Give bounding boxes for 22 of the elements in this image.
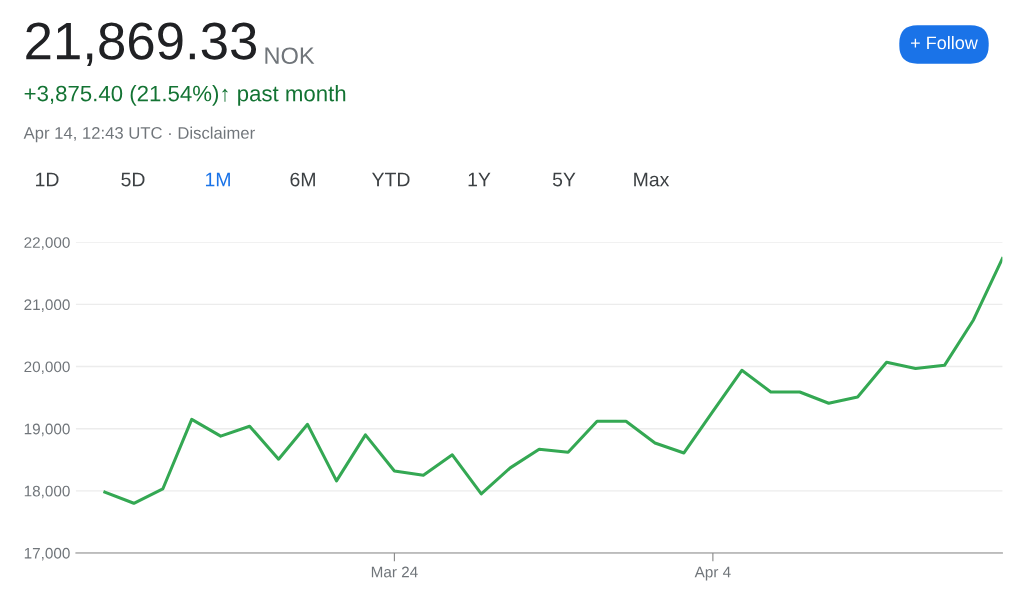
text: +3,875.40 (21.54%)↑ past month (24, 85, 346, 106)
text: Apr 14, 12:43 UTC · Disclaimer (23, 126, 255, 143)
text: 5Y (552, 172, 576, 187)
text: + Follow (911, 35, 978, 50)
y-tick-label: 17,000 (24, 547, 70, 561)
y-tick-label: 18,000 (24, 485, 70, 499)
line-series (103, 256, 1003, 505)
y-tick-label: 22,000 (24, 237, 70, 250)
x-tick-label: Mar 24 (371, 566, 418, 578)
chart-title: 21,869.33 (26, 22, 257, 66)
text: 1Y (468, 172, 491, 187)
y-tick-label: 19,000 (24, 423, 70, 437)
chart-subtitle: NOK (265, 47, 315, 65)
text: 1D (36, 172, 59, 187)
text: 1M (205, 172, 230, 187)
text: 5D (121, 172, 145, 187)
text: 6M (290, 172, 315, 187)
text: Max (634, 172, 670, 187)
text: YTD (371, 172, 410, 187)
y-tick-label: 21,000 (24, 299, 70, 312)
y-tick-label: 20,000 (24, 361, 70, 375)
x-tick-label: Apr 4 (694, 566, 731, 581)
